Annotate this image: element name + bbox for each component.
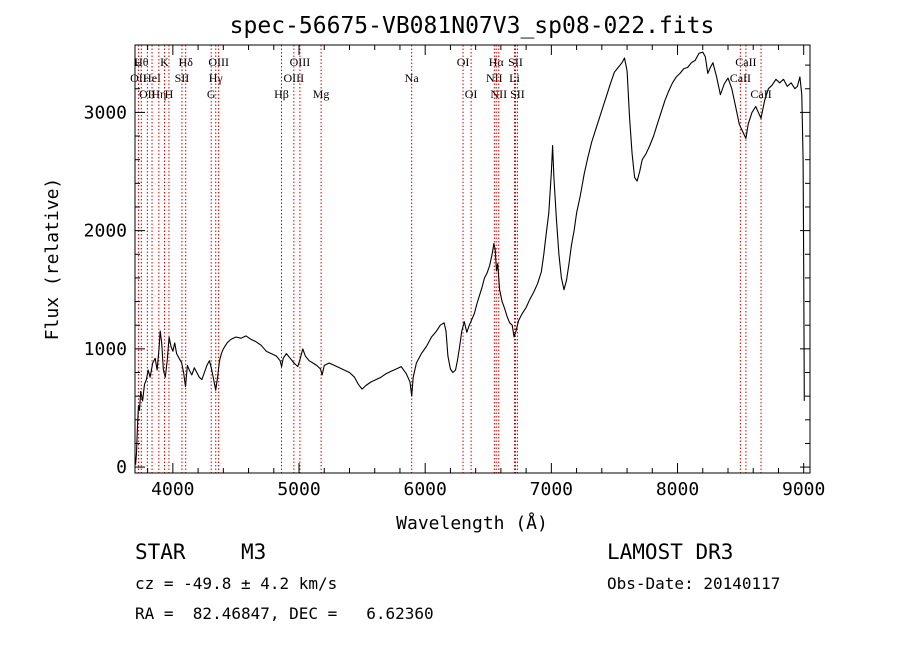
line-marker-label-9: G — [207, 87, 216, 101]
line-marker-label-6: H — [165, 87, 174, 101]
x-tick-label-3: 7000 — [530, 479, 573, 500]
object-subclass: M3 — [241, 540, 267, 564]
line-marker-label-26: CaII — [735, 55, 756, 69]
line-marker-label-7: SII — [175, 71, 190, 85]
y-tick-label-0: 0 — [116, 457, 127, 478]
line-marker-label-13: OIII — [284, 71, 305, 85]
emission-line-markers: OIIHθOIIHeIHηKHSIIHδGHγOIIIHβOIIIOIIIMgN… — [130, 45, 772, 473]
y-tick-label-3: 3000 — [84, 102, 127, 123]
line-marker-label-1: Hθ — [134, 55, 149, 69]
line-marker-label-15: Mg — [313, 87, 330, 101]
x-tick-label-1: 5000 — [277, 479, 320, 500]
line-marker-label-5: K — [160, 55, 169, 69]
object-class: STAR — [135, 540, 186, 564]
x-tick-label-5: 9000 — [782, 479, 825, 500]
y-tick-label-2: 2000 — [84, 221, 127, 242]
x-tick-label-2: 6000 — [404, 479, 447, 500]
line-marker-label-20: Hα — [489, 55, 505, 69]
redshift-line: cz = -49.8 ± 4.2 km/s — [135, 574, 338, 593]
line-marker-label-21: NII — [490, 87, 507, 101]
y-tick-label-1: 1000 — [84, 339, 127, 360]
x-tick-label-0: 4000 — [151, 479, 194, 500]
line-marker-label-25: CaII — [730, 71, 751, 85]
survey-name: LAMOST DR3 — [607, 540, 734, 564]
line-marker-label-17: OI — [457, 55, 470, 69]
line-marker-label-19: NII — [486, 71, 503, 85]
line-marker-label-4: Hη — [151, 87, 166, 101]
line-marker-label-12: Hβ — [274, 87, 289, 101]
line-marker-label-2: OII — [139, 87, 156, 101]
chart-title: spec-56675-VB081N07V3_sp08-022.fits — [230, 13, 715, 39]
line-marker-label-24: SII — [510, 87, 525, 101]
line-marker-label-3: HeI — [143, 71, 161, 85]
line-marker-label-10: Hγ — [209, 71, 224, 85]
spectrum-series-line — [135, 51, 805, 465]
line-marker-label-8: Hδ — [179, 55, 194, 69]
plot-frame — [134, 44, 811, 474]
y-axis-label: Flux (relative) — [42, 178, 63, 341]
line-marker-label-22: Li — [509, 71, 520, 85]
line-marker-label-23: SII — [508, 55, 523, 69]
line-marker-label-18: OI — [465, 87, 478, 101]
obs-date-line: Obs-Date: 20140117 — [607, 574, 781, 593]
line-marker-label-11: OIII — [208, 55, 229, 69]
x-axis-label: Wavelength (Å) — [396, 512, 548, 534]
line-marker-label-27: CaII — [750, 87, 771, 101]
line-marker-label-16: Na — [405, 71, 420, 85]
axes: 4000 5000 6000 7000 8000 9000 0 1000 2000 3000 — [84, 45, 825, 500]
coordinates-line: RA = 82.46847, DEC = 6.62360 — [135, 604, 434, 623]
line-marker-label-0: OII — [130, 71, 147, 85]
line-marker-label-14: OIII — [290, 55, 311, 69]
x-tick-label-4: 8000 — [656, 479, 699, 500]
